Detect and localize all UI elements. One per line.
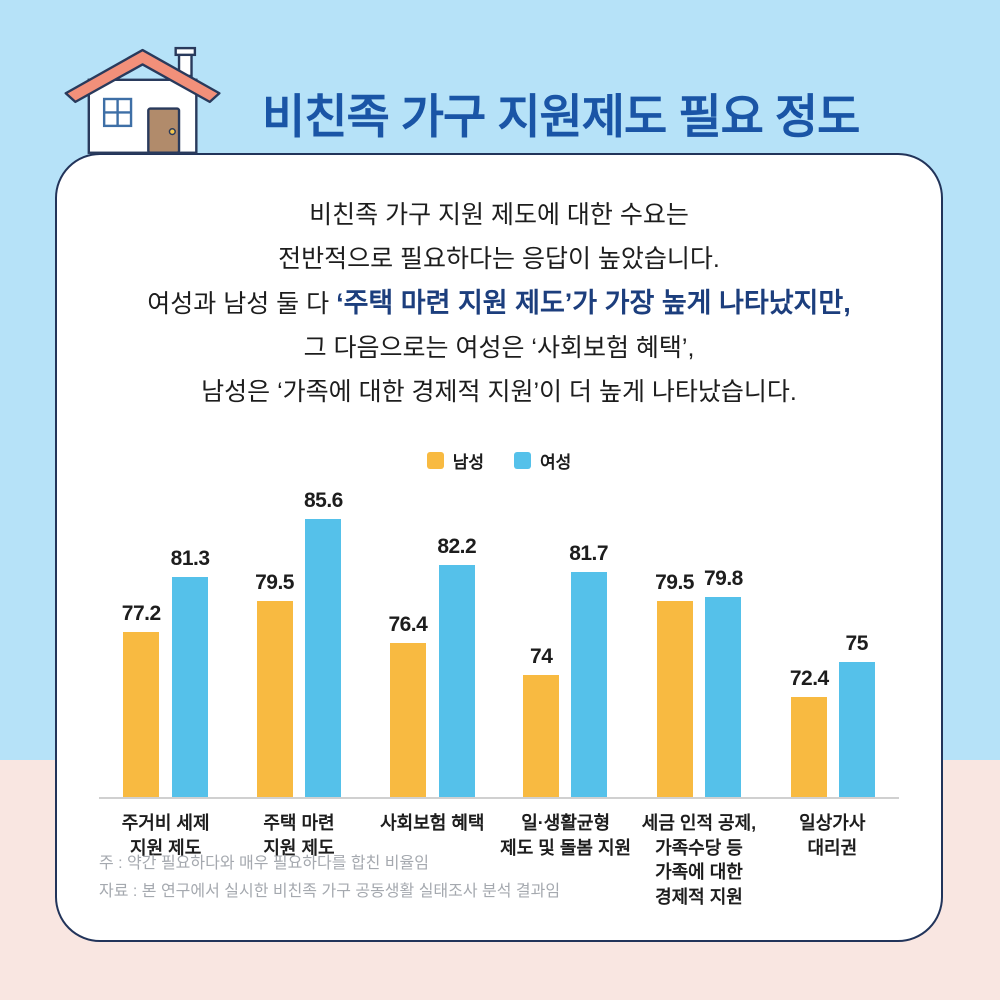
bar-value-male-3: 74 bbox=[530, 645, 553, 668]
intro-line-3-highlight: ‘주택 마련 지원 제도’가 가장 높게 나타났지만, bbox=[336, 288, 851, 318]
chart-group-5: 72.4 75 bbox=[766, 632, 899, 797]
chart-legend: 남성 여성 bbox=[57, 448, 941, 473]
intro-line-2: 전반적으로 필요하다는 응답이 높았습니다. bbox=[278, 245, 720, 273]
bar-female-4 bbox=[705, 597, 742, 797]
intro-line-3: 여성과 남성 둘 다 ‘주택 마련 지원 제도’가 가장 높게 나타났지만, bbox=[57, 281, 941, 326]
bar-value-male-0: 77.2 bbox=[121, 602, 161, 625]
chart-group-3: 74 81.7 bbox=[499, 542, 632, 797]
intro-line-1: 비친족 가구 지원 제도에 대한 수요는 bbox=[309, 201, 689, 229]
page-title: 비친족 가구 지원제도 필요 정도 bbox=[262, 90, 860, 143]
bar-value-male-5: 72.4 bbox=[789, 667, 829, 690]
bar-male-2 bbox=[389, 643, 426, 797]
bar-chart: 77.2 81.3 79.5 85.6 76.4 82.2 74 81.7 79.5 79.8 72… bbox=[99, 485, 899, 909]
bar-value-female-3: 81.7 bbox=[569, 542, 609, 565]
bar-value-female-4: 79.8 bbox=[703, 567, 743, 590]
legend-label-male: 남성 bbox=[452, 453, 484, 472]
intro-line-3-normal: 여성과 남성 둘 다 bbox=[147, 290, 337, 318]
x-axis-label-2: 사회보험 혜택 bbox=[380, 813, 485, 833]
legend-label-female: 여성 bbox=[540, 453, 572, 472]
bar-female-1 bbox=[305, 519, 342, 797]
chart-group-4: 79.5 79.8 bbox=[632, 567, 765, 797]
x-axis-line bbox=[99, 797, 899, 799]
x-axis-label-4: 세금 인적 공제, 가족수당 등 가족에 대한 경제적 지원 bbox=[641, 813, 757, 907]
house-doorknob bbox=[168, 128, 176, 136]
house-icon bbox=[64, 46, 221, 154]
x-axis-label-1: 주택 마련 지원 제도 bbox=[263, 813, 335, 858]
bar-male-3 bbox=[523, 675, 560, 797]
bar-female-2 bbox=[438, 565, 475, 797]
x-axis-labels: 주거비 세제 지원 제도 주택 마련 지원 제도 사회보험 혜택 일·생활균형 제도 및 돌… bbox=[99, 799, 899, 909]
footnotes: 주 : 약간 필요하다와 매우 필요하다를 합친 비율임 자료 : 본 연구에서… bbox=[99, 850, 560, 906]
x-axis-label-5: 일상가사 대리권 bbox=[799, 813, 866, 858]
bar-value-male-2: 76.4 bbox=[388, 613, 428, 636]
house-roof bbox=[64, 48, 221, 104]
chart-group-0: 77.2 81.3 bbox=[99, 547, 232, 797]
content-card: 비친족 가구 지원 제도에 대한 수요는 전반적으로 필요하다는 응답이 높았습… bbox=[55, 153, 943, 942]
legend-item-female: 여성 bbox=[514, 448, 571, 473]
intro-text: 비친족 가구 지원 제도에 대한 수요는 전반적으로 필요하다는 응답이 높았습… bbox=[57, 193, 941, 414]
bar-value-female-1: 85.6 bbox=[303, 489, 343, 512]
x-axis-label-3: 일·생활균형 제도 및 돌봄 지원 bbox=[500, 813, 632, 858]
legend-swatch-female bbox=[514, 452, 531, 469]
bar-male-1 bbox=[256, 601, 293, 797]
legend-item-male: 남성 bbox=[426, 448, 484, 473]
chart-groups: 77.2 81.3 79.5 85.6 76.4 82.2 74 81.7 79.5 79.8 72… bbox=[99, 485, 899, 797]
bar-value-female-2: 82.2 bbox=[437, 535, 477, 558]
bar-female-0 bbox=[172, 577, 209, 797]
bar-value-female-5: 75 bbox=[845, 632, 869, 655]
bar-value-male-1: 79.5 bbox=[255, 571, 294, 594]
bar-value-male-4: 79.5 bbox=[655, 571, 694, 594]
bar-value-female-0: 81.3 bbox=[170, 547, 210, 570]
footnote-source: 자료 : 본 연구에서 실시한 비친족 가구 공동생활 실태조사 분석 결과임 bbox=[99, 883, 561, 900]
legend-swatch-male bbox=[426, 452, 444, 469]
page-header: 비친족 가구 지원제도 필요 정도 bbox=[0, 0, 1000, 180]
x-axis-label-0: 주거비 세제 지원 제도 bbox=[121, 813, 210, 858]
bar-male-0 bbox=[123, 632, 160, 797]
chart-group-1: 79.5 85.6 bbox=[232, 489, 365, 797]
intro-line-4: 그 다음으로는 여성은 ‘사회보험 혜택’, bbox=[303, 334, 695, 362]
house-door bbox=[147, 107, 181, 154]
house-chimney-cap bbox=[174, 46, 197, 57]
bar-male-5 bbox=[791, 697, 828, 797]
footnote-note: 주 : 약간 필요하다와 매우 필요하다를 합친 비율임 bbox=[99, 855, 429, 872]
chart-group-2: 76.4 82.2 bbox=[366, 535, 499, 797]
bar-female-5 bbox=[838, 662, 875, 797]
bar-female-3 bbox=[570, 572, 607, 797]
intro-line-5: 남성은 ‘가족에 대한 경제적 지원’이 더 높게 나타났습니다. bbox=[201, 378, 797, 406]
bar-male-4 bbox=[656, 601, 693, 797]
